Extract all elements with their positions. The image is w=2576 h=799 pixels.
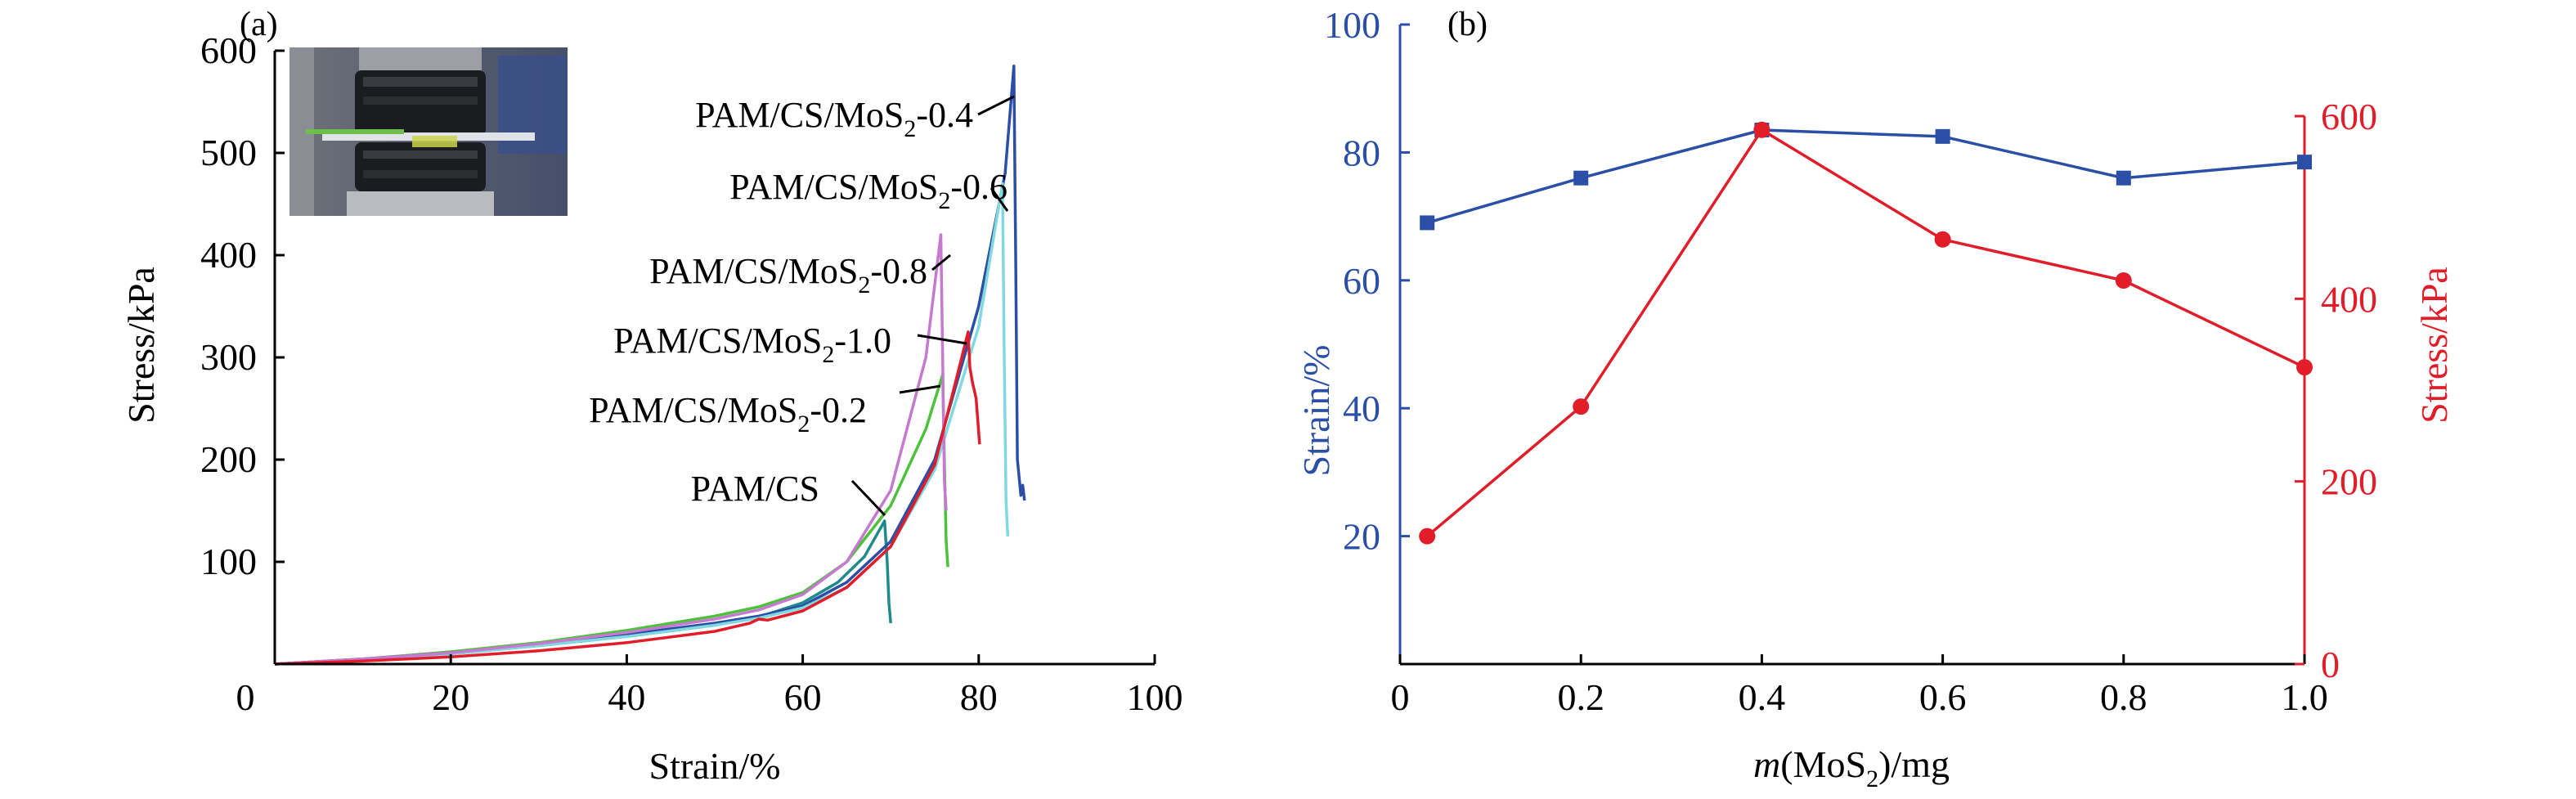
- panel-a-axes: 0 20 40 60 80 100 100 200 300 400 500 600: [200, 29, 1183, 718]
- curve-label-suffix: -0.8: [870, 251, 927, 291]
- inset-photo-compression-fixture: [289, 47, 568, 216]
- panel-b-strain-marker: [1573, 170, 1589, 186]
- panel-a-series-line-4: [274, 233, 948, 666]
- curve-label-suffix: -1.0: [834, 321, 891, 361]
- panel-a-x-tick-label: 20: [432, 676, 469, 718]
- panel-b-strain-marker: [2297, 155, 2312, 170]
- curve-label-suffix: -0.6: [950, 167, 1008, 207]
- panel-b-stress-marker: [1753, 121, 1770, 138]
- panel-b-strain-stress-vs-mos2: (b) 0 0.2 0.4 0.6 0.8 1.0 20 40 60 80 100 0 200 400 60…: [1295, 4, 2455, 792]
- curve-label-base: PAM/CS/MoS: [589, 390, 797, 430]
- x-title-tail: )/mg: [1878, 743, 1950, 785]
- panel-a-y-tick-label: 100: [200, 541, 257, 582]
- panel-b-x-tick-label: 0: [1391, 676, 1410, 718]
- panel-a-y-axis-title: Stress/kPa: [120, 267, 162, 424]
- panel-a-curve-label: PAM/CS: [691, 469, 819, 509]
- x-title-m: m: [1753, 743, 1780, 785]
- curve-label-base: PAM/CS/MoS: [729, 167, 938, 207]
- panel-b-x-tick-label: 0.2: [1557, 676, 1604, 718]
- panel-a-leader-line: [899, 384, 941, 394]
- panel-a-leader-line: [931, 254, 951, 272]
- curve-label-subscript: 2: [938, 187, 950, 214]
- panel-a-x-tick-label: 80: [960, 676, 998, 718]
- panel-a-y-tick-label: 500: [200, 132, 257, 173]
- panel-a-leader-line: [850, 479, 886, 517]
- panel-a-curve-label: PAM/CS/MoS2-0.8: [649, 251, 927, 299]
- panel-a-curve-labels: PAM/CS/MoS2-0.4PAM/CS/MoS2-0.6PAM/CS/MoS…: [589, 95, 1015, 517]
- curve-label-subscript: 2: [822, 341, 834, 368]
- panel-a-series-line-5: [274, 330, 981, 666]
- panel-b-strain-line: [1426, 128, 2305, 225]
- panel-a-leader-line: [917, 334, 967, 345]
- curve-label-base: PAM/CS: [691, 469, 819, 509]
- panel-a-y-tick-label: 200: [200, 438, 257, 480]
- panel-a-y-tick-label: 600: [200, 29, 257, 71]
- x-title-main: (MoS: [1780, 743, 1866, 785]
- panel-b-left-y-axis-title: Strain/%: [1295, 345, 1337, 477]
- panel-a-label: (a): [240, 6, 278, 43]
- panel-a-x-tick-label: 0: [236, 676, 255, 718]
- curve-label-subscript: 2: [858, 272, 870, 299]
- panel-b-x-tick-label: 0.8: [2100, 676, 2147, 718]
- panel-b-right-y-tick-label: 400: [2321, 278, 2377, 320]
- panel-b-stress-marker: [2296, 359, 2313, 376]
- panel-a-x-axis-title: Strain/%: [649, 745, 781, 787]
- panel-a-x-tick-label: 40: [608, 676, 645, 718]
- panel-b-stress-marker: [1934, 231, 1951, 248]
- panel-a-leader-line: [990, 187, 1009, 212]
- curve-label-base: PAM/CS/MoS: [613, 321, 822, 361]
- panel-b-stress-marker: [1419, 527, 1436, 545]
- panel-a-leader-line: [977, 95, 1015, 116]
- panel-a-curve-label: PAM/CS/MoS2-0.2: [589, 390, 867, 438]
- panel-a-y-tick-label: 400: [200, 234, 257, 276]
- panel-b-left-y-tick-label: 40: [1343, 388, 1380, 429]
- panel-b-label: (b): [1447, 6, 1488, 43]
- panel-a-curve-label: PAM/CS/MoS2-0.4: [695, 95, 973, 142]
- curve-label-subscript: 2: [904, 115, 916, 142]
- panel-b-strain-marker: [2116, 170, 2131, 186]
- panel-a-x-tick-label: 100: [1127, 676, 1183, 718]
- panel-b-stress-marker: [2115, 272, 2132, 289]
- panel-a-x-tick-label: 60: [784, 676, 822, 718]
- curve-label-base: PAM/CS/MoS: [649, 251, 858, 291]
- curve-label-suffix: -0.4: [916, 95, 973, 135]
- panel-b-x-tick-label: 0.4: [1739, 676, 1786, 718]
- panel-a-stress-strain-chart: (a) 0 20 40 60 80 100 100 200 300 400 500 600 Strai…: [120, 6, 1183, 787]
- panel-b-axes: 0 0.2 0.4 0.6 0.8 1.0 20 40 60 80 100 0 200 400 600: [1324, 4, 2377, 718]
- panel-b-right-y-tick-label: 600: [2321, 96, 2377, 137]
- panel-a-curve-label: PAM/CS/MoS2-1.0: [613, 321, 891, 368]
- panel-b-strain-marker: [1935, 128, 1950, 144]
- panel-b-series: [1419, 121, 2313, 545]
- curve-label-base: PAM/CS/MoS: [695, 95, 904, 135]
- panel-b-left-y-tick-label: 100: [1324, 4, 1380, 46]
- panel-b-stress-line: [1426, 128, 2305, 538]
- x-title-sub: 2: [1866, 765, 1878, 792]
- panel-b-stress-marker: [1573, 398, 1590, 415]
- panel-a-curves: [274, 65, 1026, 666]
- panel-b-left-y-tick-label: 80: [1343, 132, 1380, 173]
- curve-label-suffix: -0.2: [810, 390, 867, 430]
- panel-b-right-y-tick-label: 200: [2321, 461, 2377, 503]
- panel-b-x-tick-label: 0.6: [1919, 676, 1967, 718]
- panel-a-y-tick-label: 300: [200, 336, 257, 378]
- panel-b-strain-marker: [1420, 215, 1435, 231]
- panel-b-left-y-tick-label: 20: [1343, 516, 1380, 558]
- panel-b-x-axis-title: m(MoS2)/mg: [1753, 743, 1950, 792]
- panel-b-right-y-axis-title: Stress/kPa: [2413, 267, 2455, 424]
- panel-b-right-y-tick-label: 0: [2321, 644, 2340, 685]
- panel-a-curve-label: PAM/CS/MoS2-0.6: [729, 167, 1008, 214]
- curve-label-subscript: 2: [797, 411, 810, 438]
- panel-b-left-y-tick-label: 60: [1343, 260, 1380, 302]
- panel-b-x-tick-label: 1.0: [2281, 676, 2328, 718]
